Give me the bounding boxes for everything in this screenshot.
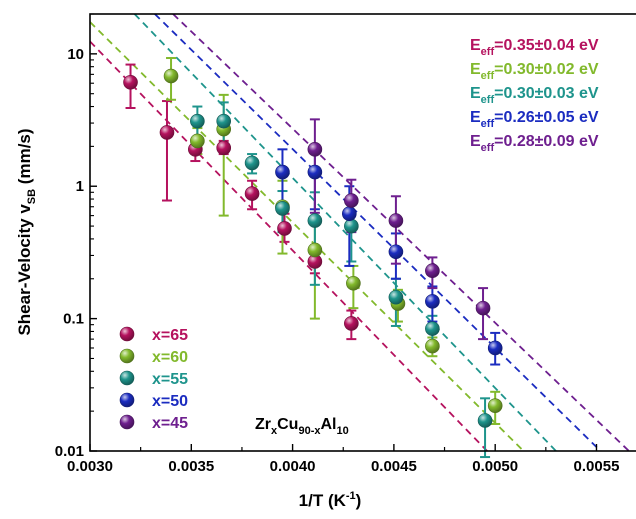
- fit-line: [154, 14, 602, 451]
- annotations: Eeff=0.35±0.04 eV Eeff=0.30±0.02 eV Eeff=0…: [470, 37, 599, 154]
- data-point: [307, 213, 323, 228]
- legend-label: x=50: [152, 393, 188, 410]
- data-point: [123, 74, 138, 90]
- axes: 0.0030 0.0035 0.0040 0.0045 0.0050 0.0055 0.01…: [55, 13, 620, 475]
- y-axis-title: Shear-Velocity vSB (mm/s): [15, 128, 38, 335]
- legend-marker: [119, 414, 135, 430]
- legend-label: x=45: [152, 415, 188, 432]
- data-point: [277, 221, 292, 236]
- fit-line: [172, 14, 630, 451]
- data-point: [425, 263, 440, 279]
- eeff-annotation: Eeff=0.30±0.03 eV: [470, 85, 599, 106]
- data-point: [346, 275, 361, 291]
- data-points: [123, 68, 503, 428]
- data-point: [216, 140, 232, 156]
- data-point: [190, 133, 205, 149]
- composition-label: ZrxCu90-xAl10: [255, 416, 349, 437]
- x-tick-label: 0.0055: [574, 458, 620, 475]
- data-point: [190, 113, 205, 129]
- fit-lines: [90, 14, 630, 451]
- legend-label: x=55: [152, 371, 188, 388]
- legend-marker: [119, 326, 135, 342]
- eeff-annotation: Eeff=0.28±0.09 eV: [470, 133, 599, 154]
- legend-label: x=60: [152, 349, 188, 366]
- y-tick-label: 1: [76, 178, 84, 195]
- plot-frame: [89, 13, 636, 452]
- legend-marker: [119, 392, 135, 408]
- data-point: [388, 244, 404, 260]
- y-tick-label: 10: [67, 46, 84, 63]
- data-point: [163, 68, 179, 84]
- x-tick-label: 0.0040: [270, 458, 316, 475]
- y-tick-label: 0.01: [55, 443, 84, 460]
- data-point: [388, 289, 404, 305]
- data-point: [475, 300, 491, 316]
- x-tick-label: 0.0035: [168, 458, 214, 475]
- data-point: [307, 242, 323, 258]
- eeff-annotation: Eeff=0.30±0.02 eV: [470, 61, 599, 82]
- legend-marker: [119, 348, 135, 364]
- x-tick-label: 0.0030: [67, 458, 113, 475]
- data-point: [425, 294, 440, 309]
- x-axis-title: 1/T (K-1): [299, 490, 362, 510]
- data-point: [342, 206, 357, 222]
- data-point: [487, 398, 503, 413]
- data-point: [244, 186, 260, 201]
- data-point: [275, 201, 290, 216]
- fit-line: [133, 14, 557, 451]
- legend-marker: [119, 370, 135, 386]
- legend: x=65 x=60 x=55 x=50 x=45: [119, 326, 188, 432]
- data-point: [388, 213, 404, 228]
- data-point: [344, 218, 359, 234]
- data-point: [344, 316, 359, 331]
- eeff-annotation: Eeff=0.26±0.05 eV: [470, 109, 599, 130]
- eeff-annotation: Eeff=0.35±0.04 eV: [470, 37, 599, 58]
- data-point: [344, 193, 359, 208]
- data-point: [216, 113, 232, 129]
- data-point: [244, 155, 260, 171]
- data-point: [487, 340, 503, 356]
- data-point: [307, 142, 323, 157]
- data-point: [307, 164, 323, 180]
- data-point: [159, 125, 175, 140]
- data-point: [425, 338, 440, 354]
- legend-label: x=65: [152, 327, 188, 344]
- y-tick-label: 0.1: [63, 311, 84, 328]
- x-tick-label: 0.0050: [472, 458, 518, 475]
- data-point: [425, 321, 440, 336]
- fit-line: [90, 21, 525, 451]
- data-point: [275, 164, 290, 180]
- data-point: [477, 413, 493, 428]
- x-tick-label: 0.0045: [371, 458, 417, 475]
